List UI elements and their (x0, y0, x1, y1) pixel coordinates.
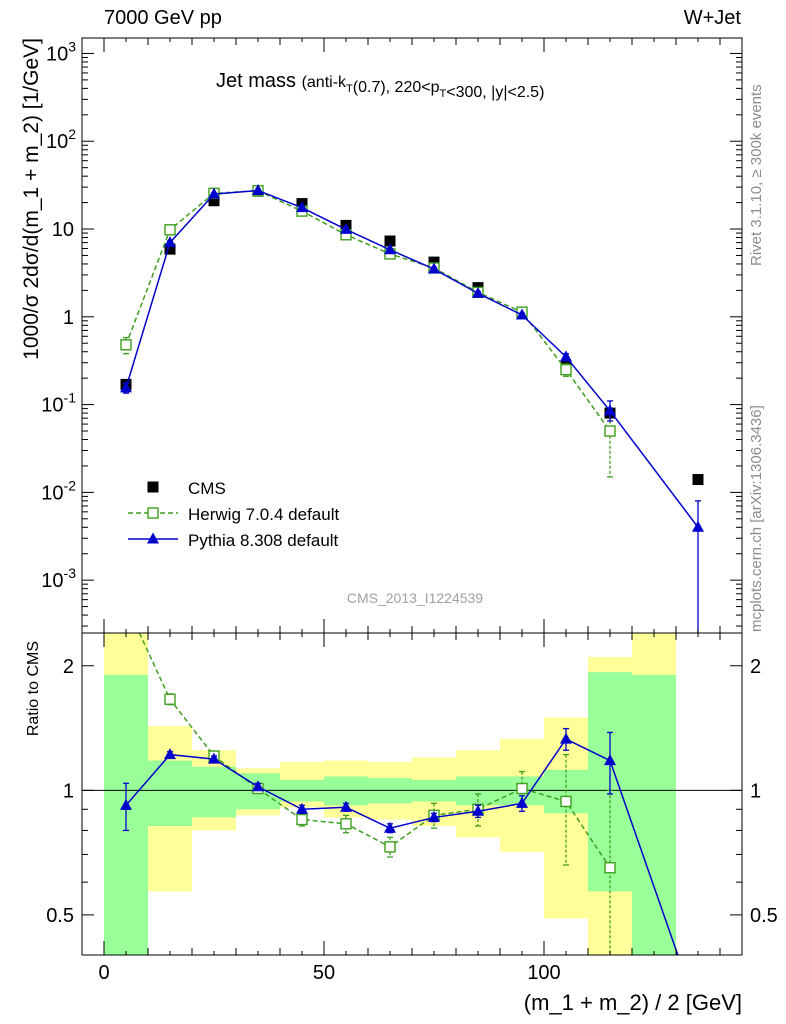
data-point (164, 693, 176, 705)
stat-uncertainty-band (192, 766, 236, 818)
data-point (296, 802, 308, 814)
x-tick-label: 0 (98, 962, 109, 984)
data-point (516, 308, 528, 320)
data-point (428, 810, 440, 822)
legend-label: Pythia 8.308 default (188, 531, 339, 550)
data-point (604, 862, 616, 874)
data-point (340, 222, 352, 234)
y-axis-label: 1000/σ 2dσ/d(m_1 + m_2) [1/GeV] (20, 38, 43, 360)
data-point (472, 286, 484, 298)
x-tick-label: 100 (527, 962, 560, 984)
y-tick-label: 10 (52, 219, 74, 241)
data-point (560, 795, 572, 808)
data-point (428, 256, 440, 268)
legend-marker (147, 507, 159, 519)
total-uncertainty-band (544, 717, 588, 919)
y-tick-label: 1 (63, 307, 74, 329)
y-tick-label: 10-3 (41, 565, 76, 592)
legend: CMS Herwig 7.0.4 default Pythia 8.308 defa… (128, 479, 339, 550)
data-point (428, 262, 440, 274)
data-point (296, 201, 308, 213)
data-point (604, 754, 616, 766)
data-point (604, 425, 616, 437)
data-point (384, 821, 396, 833)
header-left: 7000 GeV pp (104, 7, 222, 29)
series-line (125, 189, 611, 432)
data-point (252, 780, 264, 792)
data-point (340, 800, 352, 812)
ratio-series-pythia (120, 727, 679, 955)
header-right: W+Jet (683, 7, 741, 29)
plot-title: Jet mass (anti-kT(0.7), 220<pT<300, |y|<… (216, 70, 544, 101)
data-point (121, 599, 131, 609)
data-point (604, 404, 616, 416)
data-point (208, 187, 220, 199)
legend-marker (147, 481, 159, 493)
data-point (516, 796, 528, 808)
main-series-pythia (120, 183, 704, 633)
data-point (208, 195, 220, 207)
main-series-cms (120, 185, 704, 486)
data-point (164, 224, 176, 236)
data-point (164, 243, 176, 255)
ratio-y-tick-label: 1 (63, 780, 74, 802)
data-point (384, 243, 396, 255)
analysis-watermark: CMS_2013_I1224539 (347, 590, 483, 606)
x-tick-label: 50 (313, 962, 335, 984)
y-tick-label: 10-1 (41, 390, 76, 417)
data-point (516, 782, 528, 795)
data-point (120, 339, 132, 351)
x-axis-label: (m_1 + m_2) / 2 [GeV] (524, 990, 742, 1015)
data-point (692, 474, 704, 486)
data-point (208, 752, 220, 764)
data-point (120, 381, 132, 393)
data-point (560, 732, 572, 744)
stat-uncertainty-band (148, 760, 192, 826)
data-point (472, 804, 484, 816)
y-tick-label: 10-2 (41, 477, 76, 504)
legend-label: CMS (188, 479, 226, 498)
stat-uncertainty-band (632, 674, 676, 955)
series-line (138, 633, 611, 869)
data-point (560, 363, 572, 376)
ratio-y-tick-label-right: 2 (750, 656, 761, 678)
ratio-y-tick-label-right: 0.5 (750, 905, 778, 927)
data-point (340, 818, 352, 830)
main-plot-frame (81, 37, 743, 634)
ratio-y-tick-label: 0.5 (46, 905, 74, 927)
data-point (164, 748, 176, 760)
data-point (164, 236, 176, 248)
data-point (120, 798, 132, 810)
data-point (560, 350, 572, 362)
y-tick-label: 102 (46, 126, 76, 153)
ratio-bands (104, 633, 676, 955)
legend-marker (147, 532, 159, 544)
ratio-y-tick-label-right: 1 (750, 780, 761, 802)
main-series-herwig (120, 185, 616, 478)
data-point (384, 235, 396, 247)
legend-label: Herwig 7.0.4 default (188, 505, 339, 524)
data-point (252, 183, 264, 195)
ratio-y-axis-label: Ratio to CMS (25, 641, 42, 736)
stat-uncertainty-band (324, 776, 368, 806)
ratio-y-tick-label: 2 (63, 656, 74, 678)
y-tick-label: 103 (46, 38, 76, 65)
data-point (692, 520, 704, 532)
data-point (296, 813, 308, 826)
data-point (384, 841, 396, 853)
